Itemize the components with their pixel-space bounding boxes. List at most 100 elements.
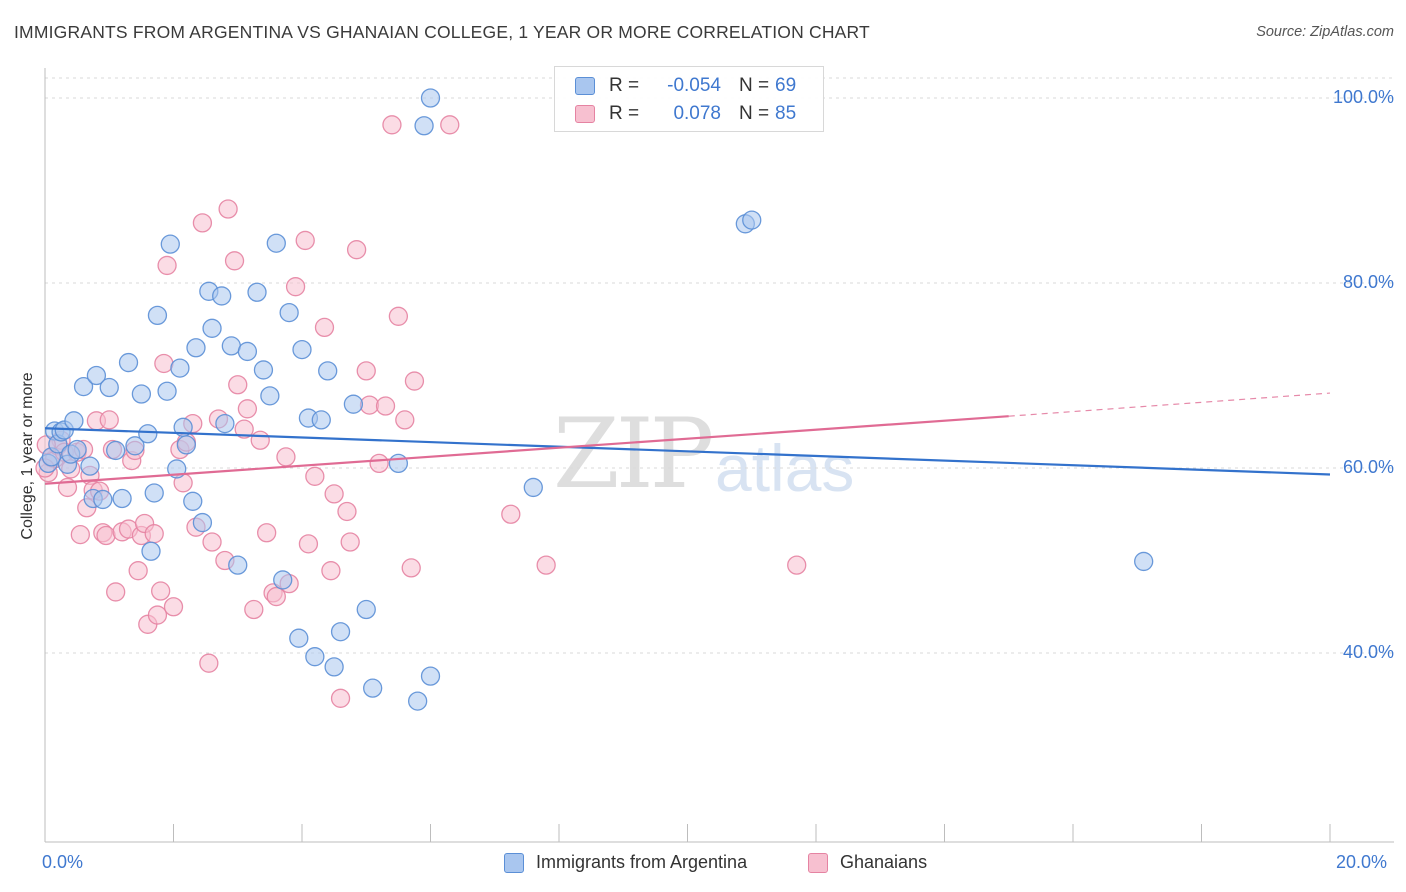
argentina-point	[192, 512, 213, 533]
ghanaians-point	[70, 524, 90, 545]
ghanaians-point	[150, 581, 171, 601]
n-label: N =	[739, 75, 770, 96]
argentina-point	[420, 88, 441, 108]
ghanaians-point	[330, 688, 351, 708]
ghanaians-legend-swatch	[808, 852, 828, 873]
argentina-point	[228, 555, 248, 575]
argentina-point	[99, 377, 119, 398]
ghanaians-point	[199, 653, 219, 673]
argentina-point	[273, 570, 293, 590]
argentina-point	[311, 410, 331, 430]
argentina-point	[279, 302, 299, 323]
argentina-point	[73, 376, 94, 397]
legend-row-ghanaians: R = 0.078 N = 85	[575, 101, 796, 127]
argentina-point	[324, 657, 344, 677]
y-tick-label: 80.0%	[1342, 272, 1394, 292]
argentina-point	[247, 282, 267, 302]
ghanaians-point	[314, 317, 335, 338]
ghanaians-point	[337, 501, 357, 522]
ghanaians-point	[536, 555, 556, 575]
argentina-point	[170, 358, 190, 378]
ghanaians-point	[404, 371, 425, 391]
y-tick-label: 40.0%	[1342, 642, 1394, 662]
argentina-trend-line	[44, 427, 1331, 476]
n-value: 69	[775, 75, 797, 96]
legend-row-argentina: R = -0.054 N = 69	[575, 73, 796, 99]
argentina-point	[118, 352, 139, 373]
ghanaians-point	[375, 396, 396, 416]
argentina-point	[305, 647, 325, 667]
ghanaians-point	[237, 399, 258, 419]
argentina-point	[80, 456, 100, 476]
chart-title: IMMIGRANTS FROM ARGENTINA VS GHANAIAN CO…	[14, 22, 870, 42]
trend-lines	[44, 392, 1331, 485]
ghanaians-point	[285, 277, 306, 297]
ghanaians-point	[305, 466, 325, 486]
argentina-point	[289, 628, 309, 648]
ghanaians-point	[154, 353, 174, 374]
argentina-point	[141, 541, 161, 561]
y-tick-label: 100.0%	[1332, 87, 1394, 107]
argentina-point	[86, 365, 107, 386]
argentina-point	[212, 286, 232, 306]
ghanaians-point	[346, 240, 367, 260]
argentina-legend-swatch	[504, 852, 524, 873]
legend-item-argentina[interactable]: Immigrants from Argentina	[504, 852, 747, 873]
watermark-zip: ZIP	[553, 398, 714, 510]
argentina-point	[420, 666, 441, 686]
ghanaians-point	[388, 306, 409, 326]
ghanaians-point	[163, 597, 184, 617]
correlation-legend: R = -0.054 N = 69 R = 0.078 N = 85	[554, 66, 824, 132]
r-value: -0.054	[667, 75, 721, 96]
ghanaians-point	[440, 115, 460, 135]
ghanaians-point	[356, 361, 376, 381]
x-tick-label-min: 0.0%	[42, 852, 84, 872]
argentina-point	[183, 491, 203, 511]
argentina-point	[144, 483, 164, 503]
n-label: N =	[739, 103, 770, 124]
argentina-point	[138, 424, 158, 444]
argentina-point	[186, 338, 206, 358]
ghanaians-point	[99, 410, 119, 430]
ghanaians-point	[157, 255, 177, 276]
argentina-point	[157, 381, 177, 401]
argentina-swatch	[575, 77, 595, 95]
ghanaians-point	[369, 453, 389, 474]
argentina-points	[38, 88, 1154, 711]
r-label: R =	[609, 103, 640, 124]
argentina-point	[160, 234, 180, 254]
legend-label-argentina: Immigrants from Argentina	[536, 852, 748, 872]
ghanaians-point	[257, 523, 277, 543]
argentina-point	[202, 318, 222, 338]
argentina-point	[318, 361, 338, 381]
ghanaians-point	[218, 199, 238, 219]
argentina-point	[343, 394, 364, 414]
argentina-point	[292, 339, 312, 360]
ghanaians-trend-extension	[1008, 392, 1331, 417]
ghanaians-point	[266, 586, 286, 607]
ghanaians-point	[298, 534, 319, 554]
ghanaians-point	[501, 504, 521, 524]
r-value: 0.078	[673, 103, 721, 124]
x-tick-label-max: 20.0%	[1336, 852, 1388, 872]
argentina-point	[266, 233, 286, 253]
argentina-point	[147, 305, 168, 326]
argentina-point	[131, 384, 152, 404]
ghanaians-point	[147, 605, 168, 625]
ghanaians-point	[228, 375, 248, 395]
argentina-point	[388, 453, 409, 474]
argentina-point	[64, 411, 84, 431]
ghanaians-point	[128, 561, 148, 581]
argentina-point	[260, 386, 280, 406]
ghanaians-trend-line	[44, 415, 1009, 485]
argentina-point	[253, 360, 274, 380]
legend-item-ghanaians[interactable]: Ghanaians	[808, 852, 927, 873]
r-label: R =	[609, 75, 640, 96]
ghanaians-point	[106, 582, 126, 602]
ghanaians-point	[401, 558, 421, 578]
ghanaians-point	[244, 599, 264, 620]
argentina-point	[1134, 551, 1154, 572]
argentina-point	[330, 622, 351, 642]
source-credit[interactable]: Source: ZipAtlas.com	[1256, 24, 1394, 40]
